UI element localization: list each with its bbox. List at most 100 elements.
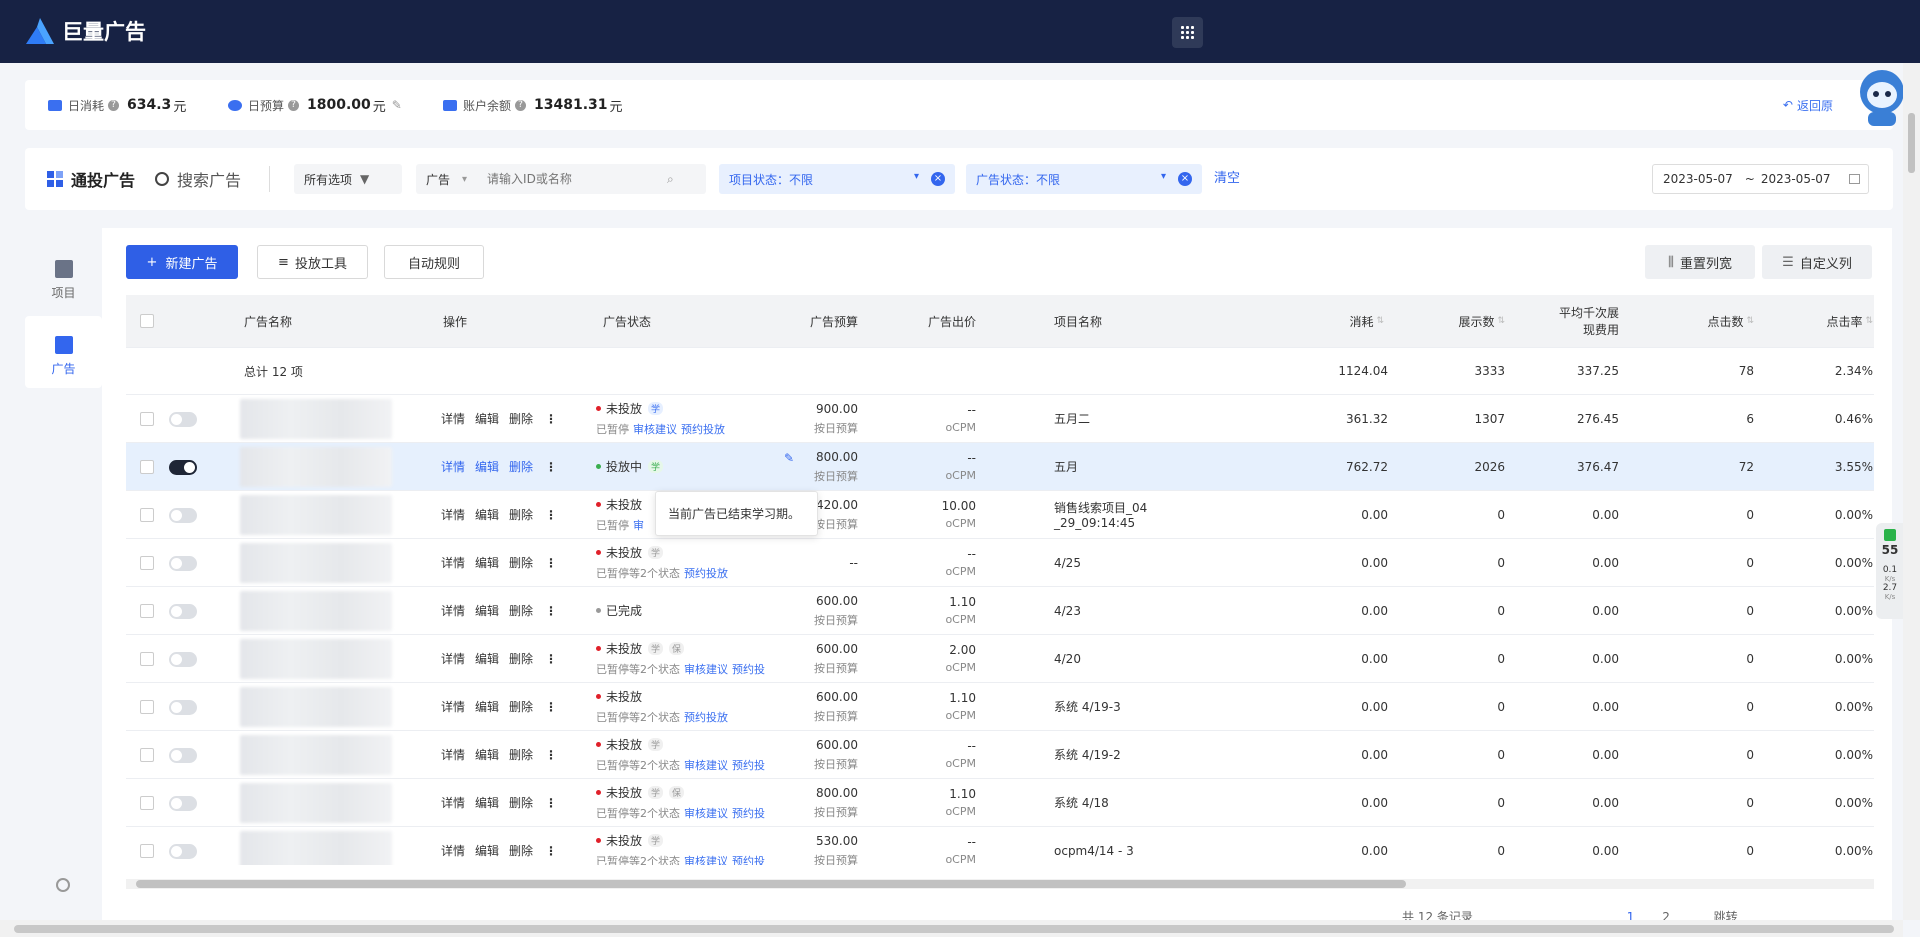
delivery-tools-button[interactable]: ≡ 投放工具: [257, 245, 368, 279]
more-actions-icon[interactable]: ⋮: [545, 603, 558, 618]
ad-name-blurred[interactable]: [240, 447, 392, 487]
horizontal-scrollbar[interactable]: [126, 879, 1874, 889]
status-action-link[interactable]: 审核建议: [633, 423, 677, 436]
status-toggle[interactable]: [169, 747, 197, 763]
edit-link[interactable]: 编辑: [475, 700, 500, 714]
status-action-link[interactable]: 预约投: [732, 807, 765, 820]
more-actions-icon[interactable]: ⋮: [545, 459, 558, 474]
clear-icon[interactable]: ×: [1178, 172, 1192, 186]
detail-link[interactable]: 详情: [441, 796, 466, 810]
edit-link[interactable]: 编辑: [475, 508, 500, 522]
page-1[interactable]: 1: [1626, 910, 1635, 924]
scrollbar-thumb[interactable]: [1908, 113, 1915, 173]
status-toggle[interactable]: [169, 651, 197, 667]
row-checkbox[interactable]: [140, 555, 154, 570]
ad-name-blurred[interactable]: [240, 735, 392, 775]
app-grid-icon[interactable]: [1172, 17, 1203, 48]
table-row[interactable]: 详情 编辑 删除 ⋮ 未投放 已暂停审 420.00 按日预算 10.00 oCPM 销售线索项目_…: [126, 491, 1874, 539]
row-checkbox[interactable]: [140, 507, 154, 522]
status-toggle[interactable]: [169, 555, 197, 571]
status-action-link[interactable]: 预约投放: [684, 711, 728, 724]
ad-name-blurred[interactable]: [240, 687, 392, 727]
project-status-select[interactable]: 项目状态：不限 ▾ ×: [719, 164, 955, 194]
edit-link[interactable]: 编辑: [475, 796, 500, 810]
detail-link[interactable]: 详情: [441, 412, 466, 426]
delete-link[interactable]: 删除: [509, 604, 534, 618]
learning-badge[interactable]: 学: [648, 402, 664, 415]
ad-name-blurred[interactable]: [240, 831, 392, 865]
more-actions-icon[interactable]: ⋮: [545, 843, 558, 858]
search-field[interactable]: 广告 ▾ ⌕: [416, 164, 706, 194]
guarantee-badge[interactable]: 保: [669, 786, 685, 799]
all-options-button[interactable]: 所有选项 ▼: [294, 164, 402, 194]
header-cpm[interactable]: 平均千次展 现费用: [1506, 295, 1619, 347]
status-toggle[interactable]: [169, 507, 197, 523]
ad-name-blurred[interactable]: [240, 543, 392, 583]
status-action-link[interactable]: 审核建议: [684, 759, 728, 772]
delete-link[interactable]: 删除: [509, 508, 534, 522]
edit-link[interactable]: 编辑: [475, 604, 500, 618]
ad-name-blurred[interactable]: [240, 495, 392, 535]
row-checkbox[interactable]: [140, 459, 154, 474]
status-action-link[interactable]: 预约投: [732, 759, 765, 772]
detail-link[interactable]: 详情: [441, 652, 466, 666]
table-row[interactable]: 详情 编辑 删除 ⋮ 未投放学保已暂停等2个状态 审核建议 预约投 600.00 按日预算 2.0…: [126, 635, 1874, 683]
status-action-link[interactable]: 审核建议: [684, 663, 728, 676]
custom-columns-button[interactable]: ☰ 自定义列: [1762, 245, 1872, 279]
more-actions-icon[interactable]: ⋮: [545, 699, 558, 714]
delete-link[interactable]: 删除: [509, 844, 534, 858]
ad-name-blurred[interactable]: [240, 783, 392, 823]
more-actions-icon[interactable]: ⋮: [545, 555, 558, 570]
status-action-link[interactable]: 审核建议: [684, 855, 728, 865]
delete-link[interactable]: 删除: [509, 652, 534, 666]
table-row[interactable]: 详情 编辑 删除 ⋮ 未投放学保已暂停等2个状态 审核建议 预约投 800.00 按日预算 1.1…: [126, 779, 1874, 827]
back-link[interactable]: ↶ 返回原: [1783, 80, 1833, 130]
edit-pencil-icon[interactable]: ✎: [391, 98, 402, 112]
status-action-link[interactable]: 审: [633, 519, 644, 532]
brand-logo[interactable]: 巨量广告: [26, 16, 146, 48]
row-checkbox[interactable]: [140, 699, 154, 714]
learning-badge[interactable]: 学: [648, 460, 664, 473]
detail-link[interactable]: 详情: [441, 508, 466, 522]
clear-filters-link[interactable]: 清空: [1214, 171, 1241, 186]
scrollbar-thumb[interactable]: [14, 925, 1894, 933]
edit-link[interactable]: 编辑: [475, 652, 500, 666]
delete-link[interactable]: 删除: [509, 700, 534, 714]
row-checkbox[interactable]: [140, 843, 154, 858]
row-checkbox[interactable]: [140, 795, 154, 810]
header-spend[interactable]: 消耗 ⇅: [1246, 295, 1384, 347]
clear-icon[interactable]: ×: [931, 172, 945, 186]
scrollbar-thumb[interactable]: [136, 880, 1406, 888]
more-actions-icon[interactable]: ⋮: [545, 795, 558, 810]
status-action-link[interactable]: 预约投放: [684, 567, 728, 580]
page-2[interactable]: 2: [1662, 910, 1670, 924]
page-horizontal-scrollbar[interactable]: [0, 920, 1903, 937]
help-icon[interactable]: ?: [515, 99, 527, 111]
reset-column-width-button[interactable]: ⫼ 重置列宽: [1645, 245, 1755, 279]
sidebar-item-project[interactable]: 项目: [25, 240, 102, 312]
edit-link[interactable]: 编辑: [475, 844, 500, 858]
delete-link[interactable]: 删除: [509, 412, 534, 426]
ad-name-blurred[interactable]: [240, 639, 392, 679]
detail-link[interactable]: 详情: [441, 460, 466, 474]
compass-icon[interactable]: [56, 878, 70, 892]
header-impressions[interactable]: 展示数 ⇅: [1386, 295, 1505, 347]
table-row[interactable]: 详情 编辑 删除 ⋮ 未投放学已暂停等2个状态 审核建议 预约投 600.00 按日预算 -- oC…: [126, 731, 1874, 779]
status-toggle[interactable]: [169, 459, 197, 475]
header-ctr[interactable]: 点击率 ⇅: [1756, 295, 1873, 347]
table-row[interactable]: 详情 编辑 删除 ⋮ 未投放学已暂停等2个状态 审核建议 预约投 530.00 按日预算 -- oC…: [126, 827, 1874, 865]
assistant-mascot-icon[interactable]: [1854, 62, 1910, 128]
edit-link[interactable]: 编辑: [475, 556, 500, 570]
row-checkbox[interactable]: [140, 651, 154, 666]
row-checkbox[interactable]: [140, 603, 154, 618]
status-toggle[interactable]: [169, 603, 197, 619]
edit-link[interactable]: 编辑: [475, 748, 500, 762]
delete-link[interactable]: 删除: [509, 796, 534, 810]
edit-pencil-icon[interactable]: ✎: [784, 451, 795, 465]
status-action-link[interactable]: 预约投: [732, 855, 765, 865]
tab-search-ads[interactable]: 搜索广告: [155, 167, 241, 191]
status-toggle[interactable]: [169, 843, 197, 859]
delete-link[interactable]: 删除: [509, 460, 534, 474]
help-icon[interactable]: ?: [108, 99, 120, 111]
learning-badge[interactable]: 学: [648, 738, 664, 751]
